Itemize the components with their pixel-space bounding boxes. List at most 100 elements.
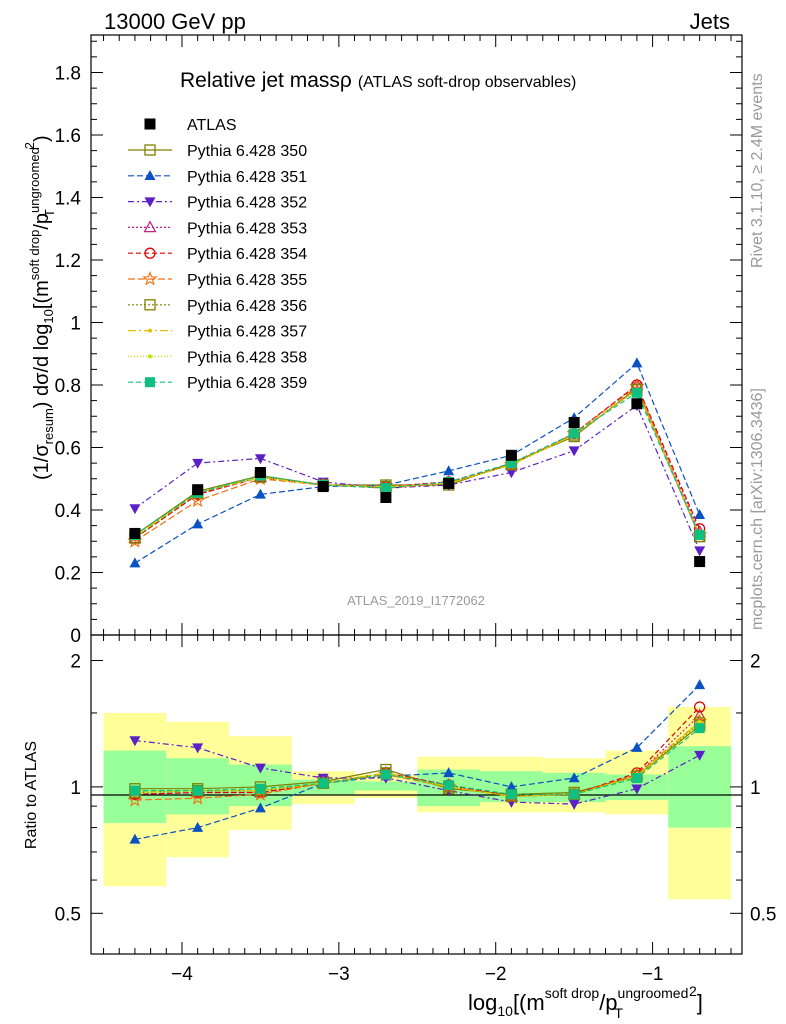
legend-marker-5 (142, 270, 158, 286)
series-point-1-9 (694, 508, 706, 519)
ratio-point-9-7 (569, 789, 580, 800)
ratio-y-tick-label-left-1: 1 (70, 778, 81, 799)
main-y-tick-label-3: 0.6 (55, 439, 81, 460)
ratio-point-1-7 (568, 772, 580, 783)
ratio-point-2-8 (631, 784, 643, 795)
legend-marker-7 (148, 328, 152, 333)
ratio-line-2 (134, 739, 700, 805)
legend-label-9: Pythia 6.428 359 (187, 375, 307, 392)
ratio-point-4-9 (693, 701, 706, 713)
ratio-point-9-2 (255, 783, 266, 794)
ratio-y-axis: 0.5 0.5 1 1 2 2 (55, 651, 777, 925)
x-tick-label-0: −4 (171, 964, 193, 985)
atlas-data-point-4 (380, 492, 392, 503)
ratio-point-9-3 (318, 778, 329, 789)
main-x-ticks (103, 35, 732, 635)
ratio-point-1-0 (129, 833, 141, 844)
atlas-data-point-7 (568, 417, 580, 428)
series-line-8 (134, 388, 701, 538)
ratio-point-3-9 (693, 708, 707, 721)
main-y-tick-label-9: 1.8 (55, 64, 81, 85)
series-point-9-7 (569, 428, 580, 439)
ratio-y-axis-label: Ratio to ATLAS (23, 741, 40, 849)
ratio-point-1-1 (192, 821, 204, 832)
series-line-2 (134, 404, 701, 551)
ratio-inner-band-4 (354, 781, 418, 791)
legend-label-0: Pythia 6.428 350 (187, 143, 307, 160)
ratio-point-2-9 (694, 750, 706, 761)
series-point-2-6 (505, 468, 517, 479)
main-y-tick-label-0: 0 (70, 626, 81, 647)
legend-marker-8 (148, 354, 152, 359)
series-point-1-2 (254, 488, 266, 499)
series-point-1-1 (192, 518, 204, 529)
atlas-data-point-3 (317, 481, 329, 493)
ratio-point-1-9 (694, 679, 706, 690)
ratio-line-5 (134, 721, 700, 801)
series-point-9-6 (506, 458, 517, 469)
series-point-1-8 (631, 357, 643, 368)
ratio-point-9-5 (443, 780, 454, 791)
ratio-y-tick-label-left-0: 0.5 (55, 904, 81, 925)
ratio-frame (90, 634, 743, 955)
series-line-6 (134, 388, 701, 539)
ratio-point-1-8 (631, 741, 643, 752)
main-y-tick-label-1: 0.2 (55, 564, 81, 585)
atlas-data-point-1 (192, 484, 204, 496)
ratio-y-tick-label-right-2: 2 (750, 651, 761, 672)
ratio-point-1-5 (443, 767, 455, 778)
header-left: 13000 GeV pp (104, 9, 246, 34)
x-axis-label: log10[(msoft drop/pungroomed T2] (468, 983, 703, 1021)
main-y-tick-label-8: 1.6 (55, 126, 81, 147)
atlas-data-point-0 (129, 527, 141, 539)
atlas-data-point-8 (631, 398, 643, 410)
series-point-2-9 (694, 546, 706, 557)
main-y-axis-label: (1/σresum) dσ/d log10[(msoft drop/pungro… (22, 135, 57, 480)
legend-marker-0 (144, 144, 156, 156)
mcplots-label: mcplots.cern.ch [arXiv:1306.3436] (749, 388, 766, 630)
legend-label-5: Pythia 6.428 355 (187, 272, 307, 289)
legend-label-2: Pythia 6.428 352 (187, 195, 307, 212)
atlas-data-point-5 (443, 477, 455, 489)
ratio-point-9-4 (380, 769, 391, 780)
ratio-y-tick-label-right-0: 0.5 (750, 904, 776, 925)
ratio-series-layer (127, 679, 708, 844)
ratio-line-1 (134, 684, 701, 840)
legend: ATLAS Pythia 6.428 350 Pythia 6.428 351 Pyt… (128, 117, 307, 392)
legend-label-6: Pythia 6.428 356 (187, 298, 307, 315)
chart-title-symbol: ρ (340, 69, 352, 92)
series-line-7 (134, 388, 701, 538)
legend-label-1: Pythia 6.428 351 (187, 169, 307, 186)
series-point-2-0 (129, 504, 141, 515)
atlas-data-point-6 (505, 449, 517, 461)
ratio-point-1-2 (254, 802, 266, 813)
ratio-y-tick-label-right-1: 1 (750, 778, 761, 799)
series-point-2-2 (254, 454, 266, 465)
ratio-point-9-0 (129, 785, 140, 796)
chart-subtitle: (ATLAS soft-drop observables) (358, 74, 576, 91)
ratio-point-1-6 (505, 781, 517, 792)
main-y-tick-label-5: 1 (70, 314, 81, 335)
header-right: Jets (690, 9, 730, 34)
series-point-5-1 (190, 492, 206, 508)
series-point-1-0 (129, 557, 141, 568)
legend-marker-4 (144, 247, 156, 259)
series-line-0 (134, 387, 701, 537)
ratio-uncertainty-bands (103, 706, 732, 900)
ratio-point-2-1 (192, 743, 204, 754)
series-point-9-9 (694, 530, 705, 540)
main-y-axis: 0 0.2 0.4 0.6 0.8 1 1.2 1.4 1.6 1.8 (55, 40, 742, 647)
ratio-line-9 (134, 727, 700, 795)
rivet-version-label: Rivet 3.1.10, ≥ 2.4M events (749, 73, 766, 268)
series-point-2-1 (192, 458, 204, 469)
main-panel: 0 0.2 0.4 0.6 0.8 1 1.2 1.4 1.6 1.8 Relative jet … (22, 34, 743, 647)
ratio-point-9-9 (694, 723, 705, 734)
main-y-tick-label-2: 0.4 (55, 501, 82, 522)
main-y-tick-label-6: 1.2 (55, 251, 81, 272)
ratio-point-9-8 (631, 772, 642, 783)
ratio-point-9-6 (506, 789, 517, 800)
series-point-2-7 (568, 446, 580, 457)
atlas-data-point-9 (694, 556, 706, 568)
ratio-y-tick-label-left-2: 2 (70, 651, 81, 672)
